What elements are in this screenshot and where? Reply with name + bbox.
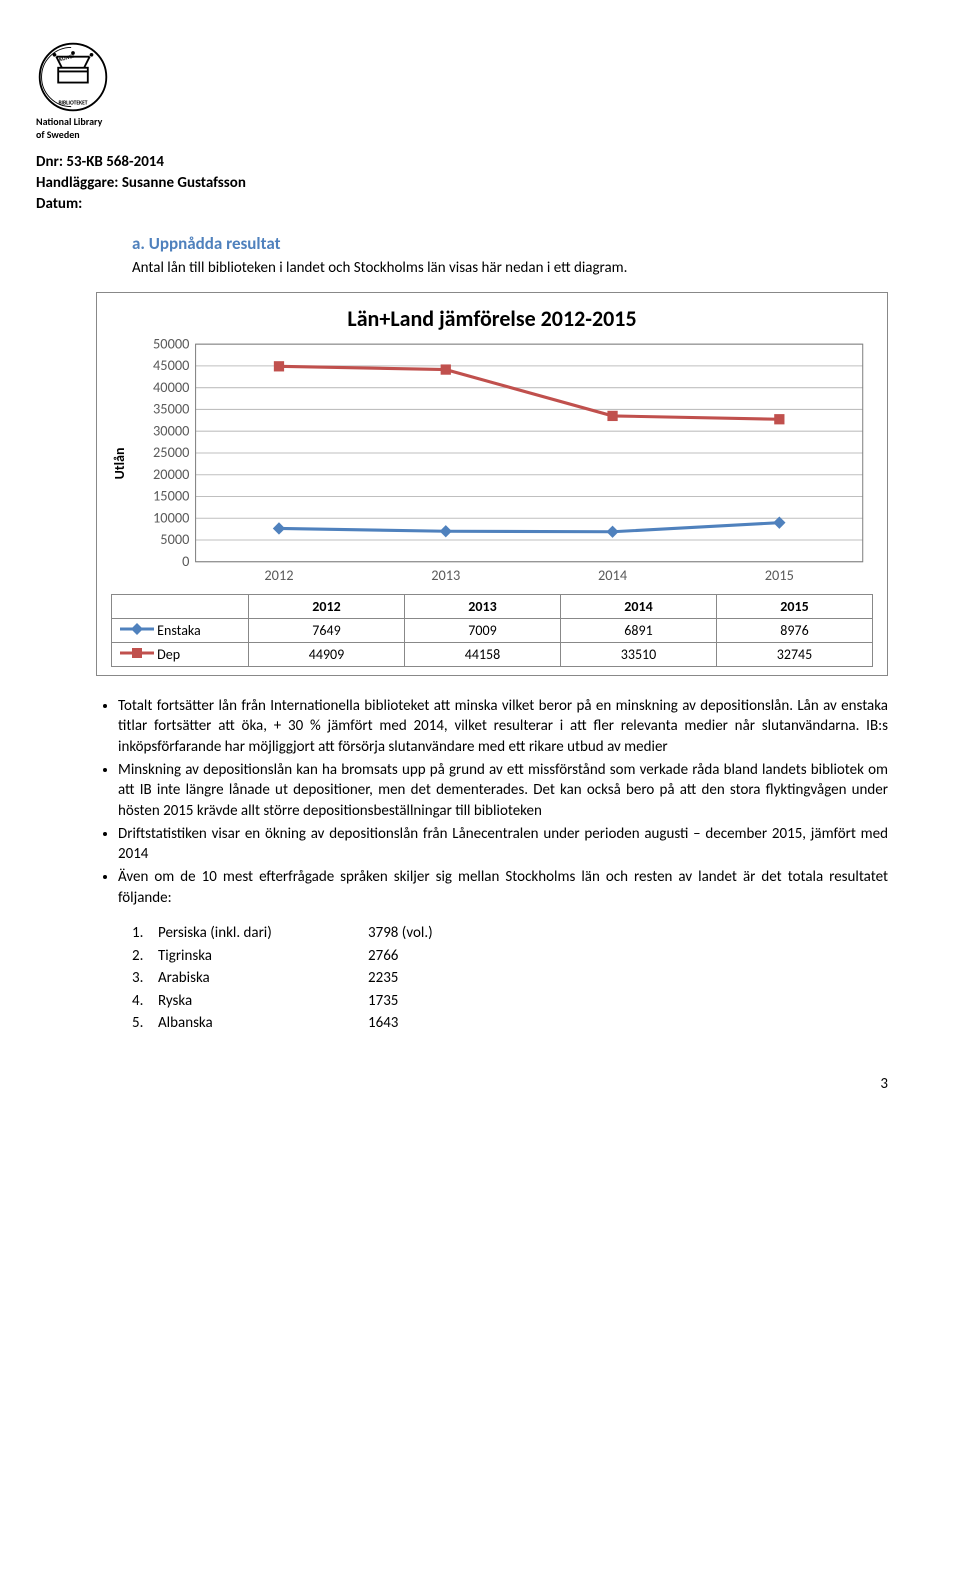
table-series-label: Dep bbox=[112, 642, 249, 666]
table-cell: 7649 bbox=[249, 618, 405, 642]
table-cell: 6891 bbox=[561, 618, 717, 642]
table-col-header: 2015 bbox=[717, 594, 873, 618]
svg-text:25000: 25000 bbox=[153, 443, 189, 461]
datum-label: Datum: bbox=[36, 194, 888, 215]
numbered-list: 1.Persiska (inkl. dari)3798 (vol.)2.Tigr… bbox=[132, 922, 888, 1035]
numbered-row: 1.Persiska (inkl. dari)3798 (vol.) bbox=[132, 922, 888, 945]
table-cell: 32745 bbox=[717, 642, 873, 666]
svg-text:50000: 50000 bbox=[153, 338, 189, 352]
numbered-value: 1643 bbox=[368, 1012, 398, 1035]
table-col-header: 2012 bbox=[249, 594, 405, 618]
numbered-value: 2235 bbox=[368, 967, 398, 990]
section-intro: Antal lån till biblioteken i landet och … bbox=[132, 258, 888, 278]
bullet-item: Totalt fortsätter lån från Internationel… bbox=[118, 696, 888, 758]
chart-data-table: 2012201320142015 Enstaka7649700968918976… bbox=[111, 594, 873, 667]
numbered-idx: 3. bbox=[132, 967, 158, 990]
numbered-row: 5.Albanska1643 bbox=[132, 1012, 888, 1035]
numbered-row: 4.Ryska1735 bbox=[132, 990, 888, 1013]
svg-text:2014: 2014 bbox=[598, 566, 628, 584]
bullet-item: Driftstatistiken visar en ökning av depo… bbox=[118, 824, 888, 865]
svg-text:35000: 35000 bbox=[153, 400, 189, 418]
svg-text:5000: 5000 bbox=[160, 530, 189, 548]
handler-label: Handläggare: bbox=[36, 174, 118, 192]
chart-title: Län+Land jämförelse 2012-2015 bbox=[111, 305, 873, 332]
royal-library-emblem-icon: KUNGL. BIBLIOTEKET bbox=[36, 40, 110, 114]
numbered-idx: 5. bbox=[132, 1012, 158, 1035]
table-cell: 8976 bbox=[717, 618, 873, 642]
svg-text:45000: 45000 bbox=[153, 356, 189, 374]
numbered-name: Albanska bbox=[158, 1012, 368, 1035]
numbered-row: 3.Arabiska2235 bbox=[132, 967, 888, 990]
svg-text:0: 0 bbox=[182, 552, 189, 570]
chart-container: Län+Land jämförelse 2012-2015 Utlån 0 500… bbox=[96, 292, 888, 675]
chart-ylabel: Utlån bbox=[111, 338, 128, 589]
svg-text:KUNGL.: KUNGL. bbox=[59, 53, 78, 64]
table-cell: 7009 bbox=[405, 618, 561, 642]
svg-text:20000: 20000 bbox=[153, 465, 189, 483]
svg-text:2013: 2013 bbox=[431, 566, 460, 584]
document-header: Dnr: 53-KB 568-2014 Handläggare: Susanne… bbox=[36, 152, 888, 215]
svg-text:10000: 10000 bbox=[153, 509, 189, 527]
svg-text:15000: 15000 bbox=[153, 487, 189, 505]
svg-text:40000: 40000 bbox=[153, 378, 189, 396]
numbered-row: 2.Tigrinska2766 bbox=[132, 945, 888, 968]
dnr-label: Dnr: bbox=[36, 153, 63, 171]
dnr-value: 53-KB 568-2014 bbox=[66, 153, 164, 171]
bullet-list: Totalt fortsätter lån från Internationel… bbox=[96, 696, 888, 909]
numbered-name: Arabiska bbox=[158, 967, 368, 990]
svg-text:2015: 2015 bbox=[765, 566, 794, 584]
table-col-header: 2014 bbox=[561, 594, 717, 618]
table-series-label: Enstaka bbox=[112, 618, 249, 642]
logo-block: KUNGL. BIBLIOTEKET National Library of S… bbox=[36, 40, 888, 140]
table-cell: 33510 bbox=[561, 642, 717, 666]
numbered-idx: 1. bbox=[132, 922, 158, 945]
numbered-value: 1735 bbox=[368, 990, 398, 1013]
handler-value: Susanne Gustafsson bbox=[122, 174, 246, 192]
logo-subtitle-2: of Sweden bbox=[36, 129, 888, 140]
numbered-idx: 4. bbox=[132, 990, 158, 1013]
table-col-header: 2013 bbox=[405, 594, 561, 618]
numbered-name: Tigrinska bbox=[158, 945, 368, 968]
bullet-item: Även om de 10 mest efterfrågade språken … bbox=[118, 867, 888, 908]
table-cell: 44158 bbox=[405, 642, 561, 666]
section-heading: a. Uppnådda resultat bbox=[132, 233, 888, 254]
chart-plot: 0 5000 10000 15000 20000 25000 30000 35000 40000… bbox=[134, 338, 873, 589]
svg-text:2012: 2012 bbox=[264, 566, 293, 584]
logo-subtitle-1: National Library bbox=[36, 116, 888, 127]
svg-text:30000: 30000 bbox=[153, 422, 189, 440]
svg-text:BIBLIOTEKET: BIBLIOTEKET bbox=[58, 101, 87, 107]
table-cell: 44909 bbox=[249, 642, 405, 666]
numbered-value: 3798 (vol.) bbox=[368, 922, 433, 945]
numbered-name: Persiska (inkl. dari) bbox=[158, 922, 368, 945]
numbered-name: Ryska bbox=[158, 990, 368, 1013]
numbered-value: 2766 bbox=[368, 945, 398, 968]
page-number: 3 bbox=[96, 1075, 888, 1093]
bullet-item: Minskning av depositionslån kan ha broms… bbox=[118, 760, 888, 822]
numbered-idx: 2. bbox=[132, 945, 158, 968]
